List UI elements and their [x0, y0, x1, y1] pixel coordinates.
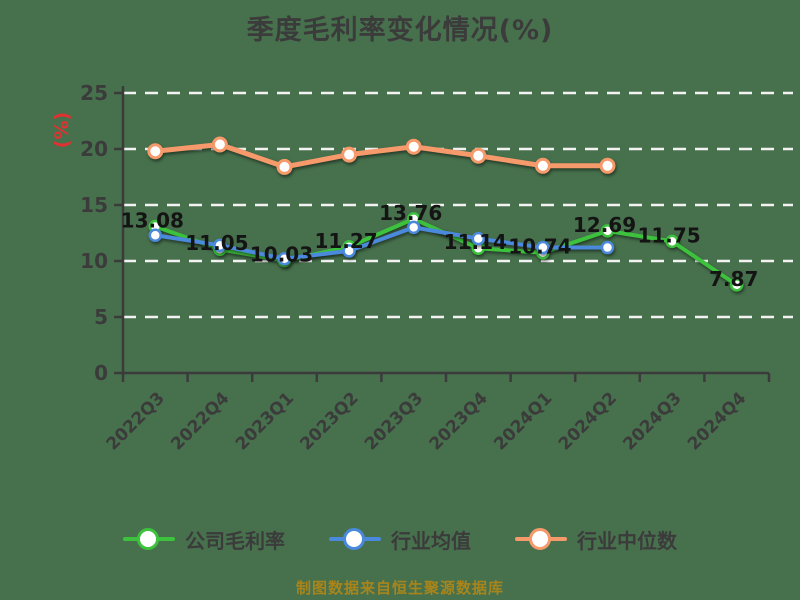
value-label: 13.76 — [379, 201, 442, 225]
value-label: 10.74 — [508, 235, 571, 259]
y-axis-tick-label: 20 — [80, 137, 108, 161]
industry-median-point — [599, 157, 616, 174]
industry-median-point — [147, 143, 164, 160]
industry-avg-point — [600, 240, 615, 255]
legend-item-company-margin[interactable]: 公司毛利率 — [123, 525, 285, 554]
chart-legend: 公司毛利率 行业均值 行业中位数 — [0, 519, 800, 559]
legend-item-industry-median[interactable]: 行业中位数 — [515, 525, 677, 554]
legend-marker-industry-avg-icon — [329, 527, 381, 551]
industry-avg-line — [154, 225, 608, 261]
legend-label: 行业均值 — [391, 528, 471, 553]
legend-marker-company-icon — [123, 527, 175, 551]
legend-marker-industry-median-icon — [515, 527, 567, 551]
value-label: 11.05 — [185, 231, 248, 255]
chart-title: 季度毛利率变化情况(%) — [246, 15, 554, 46]
industry-avg-point — [471, 231, 486, 246]
y-axis-tick-label: 5 — [94, 305, 108, 329]
legend-label: 公司毛利率 — [185, 528, 285, 553]
x-axis-label: 2023Q4 — [426, 388, 492, 454]
value-label: 12.69 — [573, 213, 636, 237]
value-label: 7.87 — [709, 267, 758, 291]
x-axis-label: 2024Q1 — [490, 388, 556, 454]
industry-median-point — [211, 136, 228, 153]
x-axis-label: 2023Q2 — [296, 388, 362, 454]
x-axis-label: 2023Q1 — [232, 388, 298, 454]
industry-avg-point — [406, 220, 421, 235]
industry-avg-series — [148, 220, 615, 266]
data-source-caption: 制图数据来自恒生聚源数据库 — [295, 579, 504, 597]
value-label: 10.03 — [250, 243, 313, 267]
industry-avg-point — [342, 244, 356, 258]
value-label: 13.08 — [121, 209, 184, 233]
industry-avg-point — [277, 252, 292, 266]
x-axis-label: 2023Q3 — [361, 388, 427, 454]
industry-avg-point — [536, 240, 550, 255]
value-label: 11.27 — [314, 229, 377, 253]
x-axis-label: 2022Q3 — [103, 388, 169, 454]
x-axis-label: 2024Q3 — [619, 388, 685, 454]
x-axis-label: 2022Q4 — [167, 388, 233, 454]
industry-median-point — [470, 147, 487, 164]
industry-median-point — [341, 146, 358, 163]
industry-median-point — [405, 138, 422, 155]
x-axis-label: 2024Q2 — [555, 388, 621, 454]
company-margin-point — [600, 224, 615, 238]
industry-median-point — [276, 158, 293, 175]
legend-item-industry-avg[interactable]: 行业均值 — [329, 525, 471, 554]
y-axis-tick-label: 0 — [94, 361, 108, 385]
legend-label: 行业中位数 — [577, 528, 677, 553]
company-margin-point — [729, 278, 744, 292]
x-axis-label: 2024Q4 — [684, 388, 750, 454]
y-axis-tick-label: 15 — [80, 193, 108, 217]
value-label: 11.75 — [637, 223, 700, 247]
y-axis-tick-label: 10 — [80, 249, 108, 273]
industry-median-point — [534, 157, 551, 174]
company-margin-point — [665, 234, 679, 249]
value-label: 11.14 — [444, 230, 507, 254]
industry-median-line — [155, 142, 608, 170]
industry-avg-point — [213, 238, 227, 253]
y-axis-tick-label: 25 — [80, 81, 108, 105]
industry-avg-point — [148, 228, 163, 242]
industry-median-series — [147, 136, 616, 175]
